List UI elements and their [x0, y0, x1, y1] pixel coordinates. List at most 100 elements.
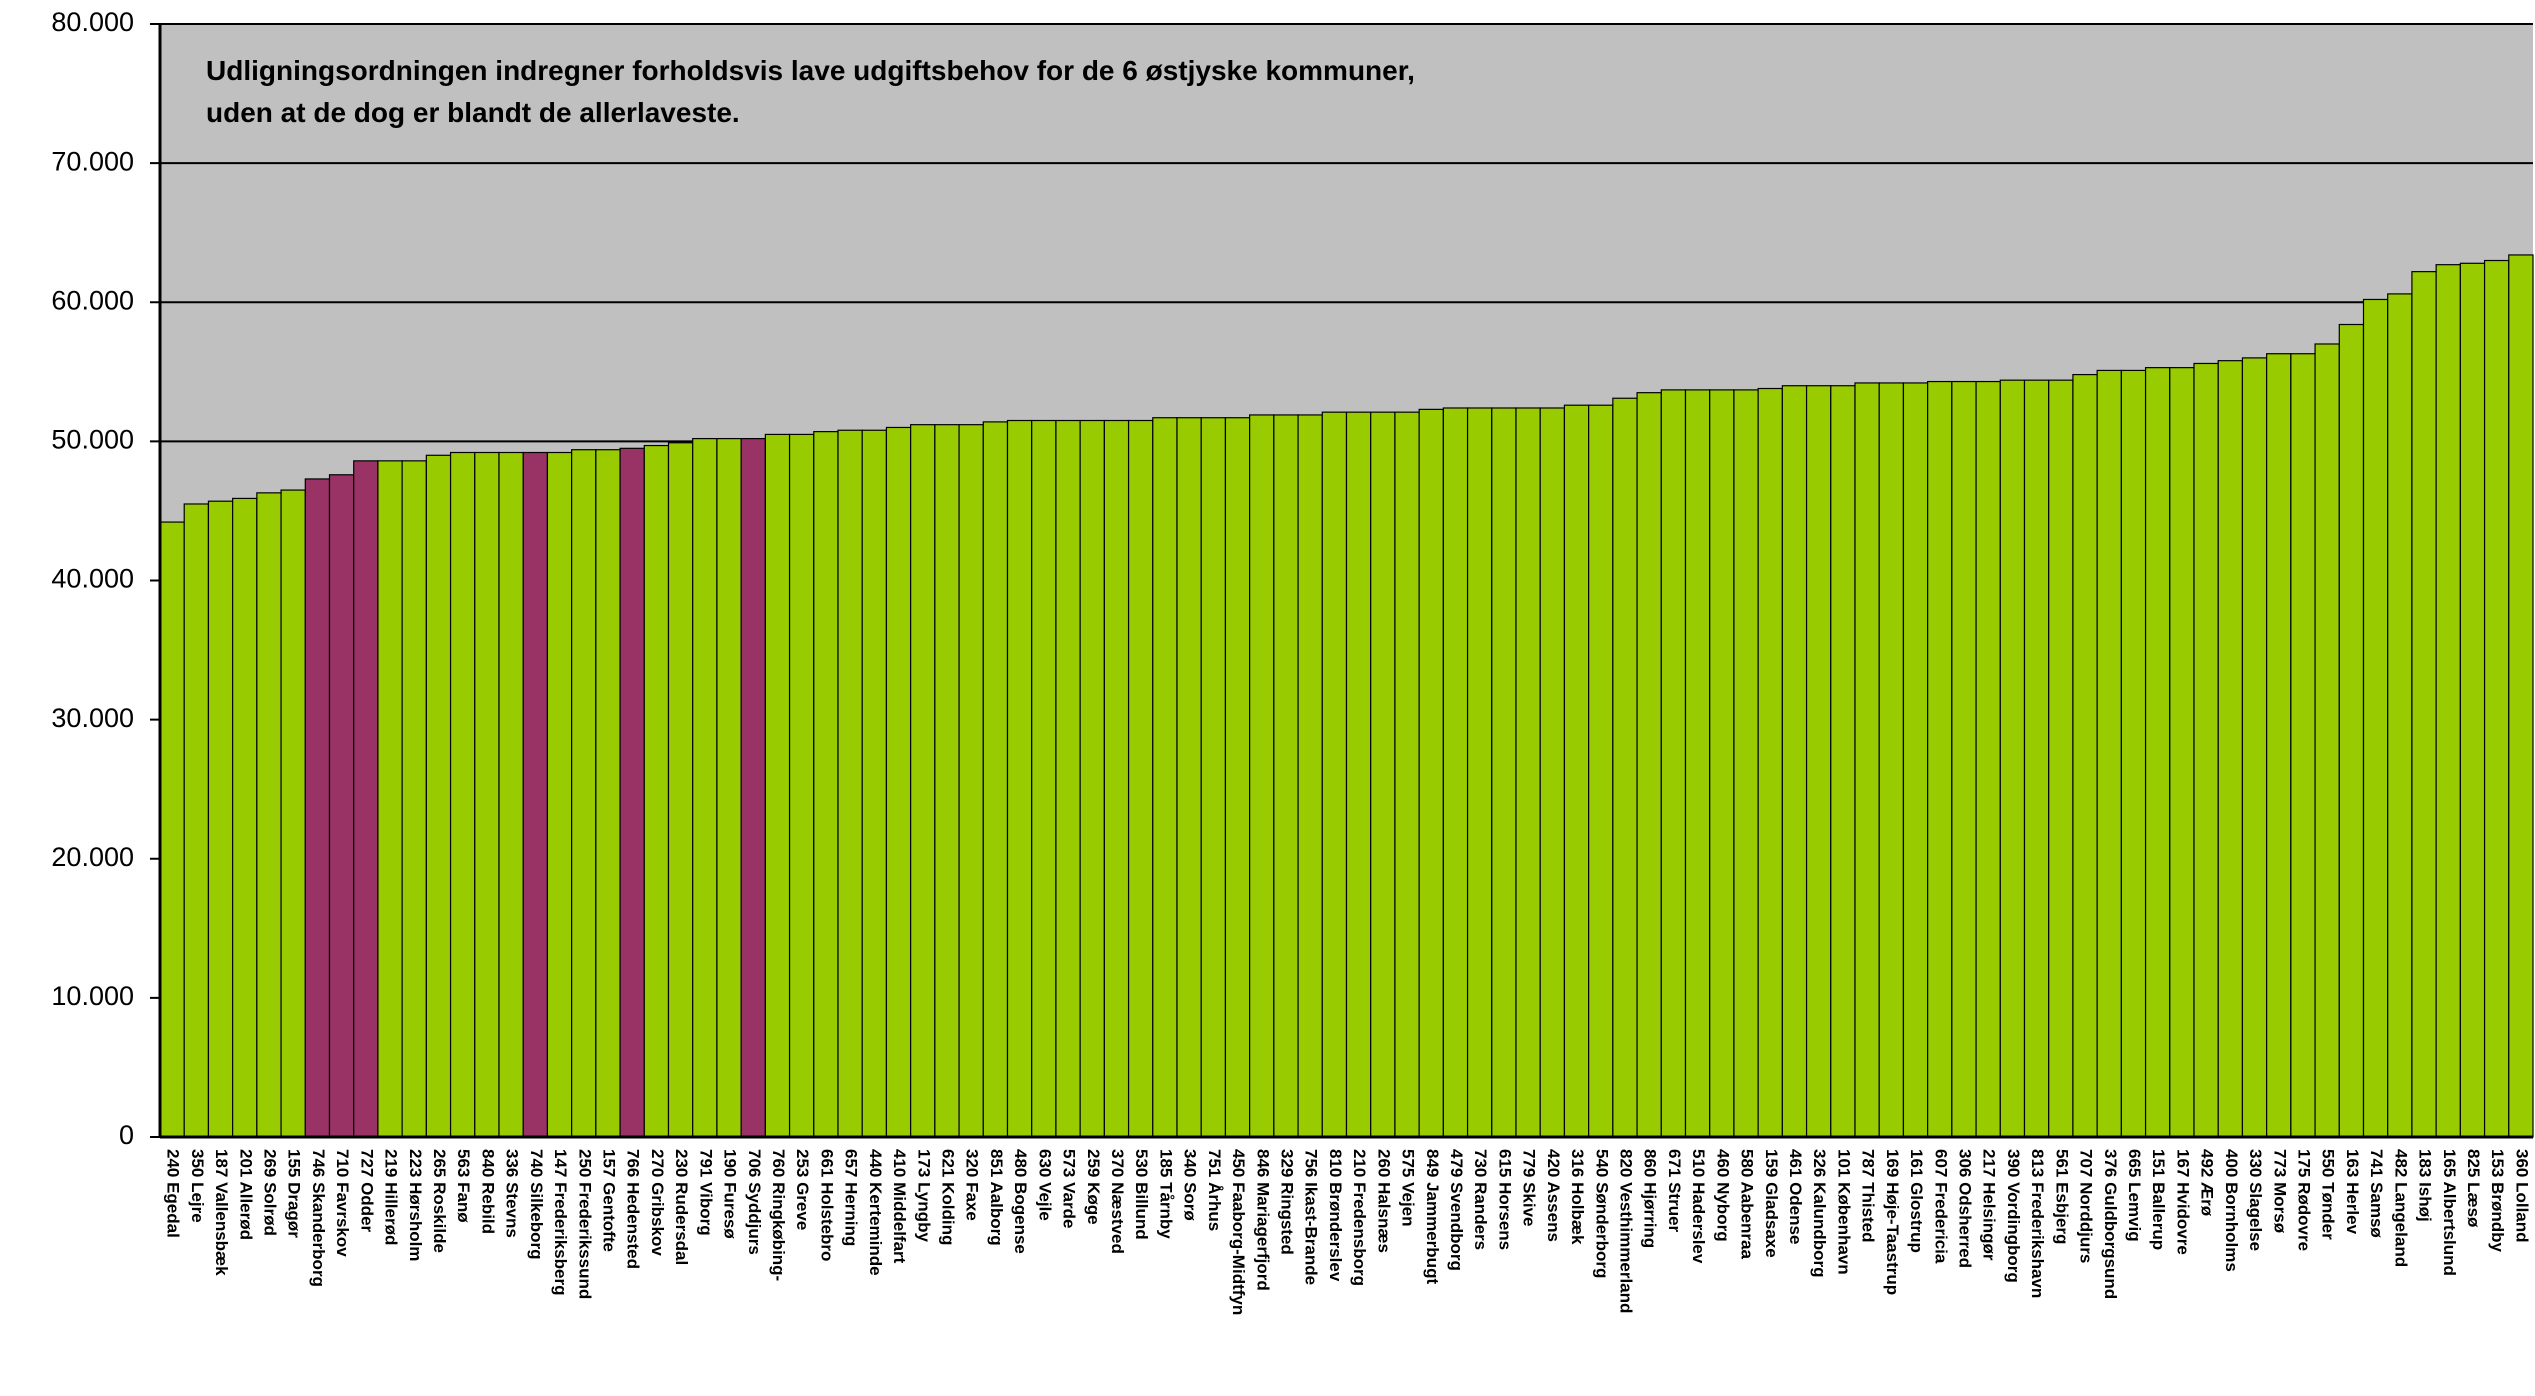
bar: [740, 437, 766, 1138]
bar: [377, 460, 403, 1138]
x-tick-label: 155 Dragør: [285, 1149, 304, 1238]
x-tick-label: 259 Køge: [1084, 1149, 1103, 1225]
x-tick-label: 157 Gentofte: [599, 1149, 618, 1252]
bar: [1152, 417, 1178, 1138]
x-tick-label: 316 Holbæk: [1568, 1149, 1587, 1245]
x-tick-label: 190 Furesø: [721, 1149, 740, 1239]
x-tick-label: 326 Kalundborg: [1810, 1149, 1829, 1277]
bar: [692, 437, 718, 1138]
bar: [1491, 407, 1517, 1138]
x-tick-label: 420 Assens: [1544, 1149, 1563, 1242]
bar: [667, 442, 694, 1138]
bar: [2266, 353, 2292, 1138]
x-tick-label: 240 Egedal: [164, 1149, 183, 1238]
x-tick-label: 730 Randers: [1471, 1149, 1490, 1250]
x-tick-label: 727 Odder: [357, 1149, 376, 1233]
x-tick-label: 846 Mariagerfjord: [1253, 1149, 1272, 1291]
x-tick-label: 787 Thisted: [1859, 1149, 1878, 1243]
bar: [256, 492, 282, 1138]
bar: [2023, 379, 2050, 1138]
x-tick-label: 492 Ærø: [2198, 1149, 2217, 1217]
x-tick-label: 851 Aalborg: [987, 1149, 1006, 1246]
bar: [2387, 293, 2413, 1138]
bar: [1394, 411, 1420, 1138]
x-tick-label: 741 Samsø: [2367, 1149, 2386, 1238]
x-tick-label: 151 Ballerup: [2149, 1149, 2168, 1250]
bar: [2435, 264, 2461, 1138]
x-tick-label: 450 Faaborg-Midtfyn: [1229, 1149, 1248, 1315]
bar: [885, 426, 912, 1138]
bar: [2144, 367, 2171, 1138]
bar: [982, 421, 1009, 1138]
x-tick-label: 813 Frederikshavn: [2028, 1149, 2047, 1298]
x-tick-label: 269 Solrød: [260, 1149, 279, 1236]
x-tick-label: 175 Rødovre: [2294, 1149, 2313, 1251]
x-tick-label: 250 Frederikssund: [575, 1149, 594, 1299]
bar: [958, 424, 984, 1138]
x-tick-label: 260 Halsnæs: [1374, 1149, 1393, 1253]
x-tick-label: 306 Odsherred: [1955, 1149, 1974, 1268]
bar: [1515, 407, 1541, 1138]
bar: [1418, 408, 1444, 1138]
bar: [2483, 259, 2510, 1138]
bar: [2508, 254, 2534, 1138]
x-tick-label: 410 Middelfart: [890, 1149, 909, 1264]
bar: [1079, 419, 1105, 1138]
bar: [1709, 389, 1735, 1138]
bar: [1684, 389, 1711, 1138]
y-tick-label: 50.000: [51, 425, 134, 455]
bar: [1830, 385, 1856, 1138]
x-tick-label: 825 Læsø: [2464, 1149, 2483, 1228]
x-tick-label: 390 Vordingborg: [2004, 1149, 2023, 1283]
x-tick-label: 265 Roskilde: [430, 1149, 449, 1253]
x-tick-label: 350 Lejre: [188, 1149, 207, 1223]
x-tick-label: 159 Gladsaxe: [1762, 1149, 1781, 1258]
x-tick-label: 101 København: [1834, 1149, 1853, 1275]
bar: [2241, 357, 2268, 1138]
x-tick-label: 147 Frederiksberg: [551, 1149, 570, 1295]
bar: [280, 489, 306, 1138]
bar: [232, 497, 258, 1138]
x-tick-label: 561 Esbjerg: [2052, 1149, 2071, 1244]
x-tick-label: 479 Svendborg: [1447, 1149, 1466, 1271]
bar: [1031, 419, 1057, 1138]
x-tick-label: 766 Hedensted: [624, 1149, 643, 1269]
bar: [1975, 380, 2001, 1138]
bar: [1273, 414, 1299, 1138]
y-tick-label: 70.000: [51, 146, 134, 176]
x-tick-label: 849 Jammerbugt: [1423, 1149, 1442, 1284]
x-tick-label: 153 Brøndby: [2488, 1149, 2507, 1253]
bar: [2411, 271, 2437, 1138]
x-tick-label: 540 Sønderborg: [1592, 1149, 1611, 1278]
x-tick-label: 580 Aabenraa: [1738, 1149, 1757, 1259]
bar: [1103, 419, 1130, 1138]
x-tick-label: 530 Billund: [1132, 1149, 1151, 1240]
x-tick-label: 575 Vejen: [1399, 1149, 1418, 1227]
x-tick-label: 360 Lolland: [2512, 1149, 2531, 1243]
bar: [207, 500, 234, 1138]
x-tick-label: 740 Silkeborg: [527, 1149, 546, 1260]
x-tick-label: 460 Nyborg: [1713, 1149, 1732, 1242]
x-tick-label: 185 Tårnby: [1156, 1149, 1175, 1239]
bar: [1733, 389, 1759, 1138]
bar: [498, 451, 524, 1138]
bar: [1321, 411, 1348, 1138]
x-tick-label: 751 Århus: [1205, 1149, 1224, 1231]
x-tick-label: 810 Brønderslev: [1326, 1149, 1345, 1282]
bar: [1878, 382, 1905, 1138]
bar: [1224, 417, 1251, 1138]
bar: [1370, 411, 1396, 1138]
x-tick-label: 482 Langeland: [2391, 1149, 2410, 1267]
bar: [1660, 389, 1687, 1138]
bar: [716, 437, 742, 1138]
bar: [2072, 373, 2098, 1138]
y-tick-label: 60.000: [51, 285, 134, 315]
x-tick-label: 400 Bornholms: [2222, 1149, 2241, 1272]
x-tick-label: 779 Skive: [1520, 1149, 1539, 1227]
bar: [1055, 419, 1081, 1138]
bar: [643, 444, 670, 1138]
x-tick-label: 657 Herning: [842, 1149, 861, 1246]
x-tick-label: 340 Sorø: [1181, 1149, 1200, 1221]
bar: [1612, 397, 1638, 1138]
